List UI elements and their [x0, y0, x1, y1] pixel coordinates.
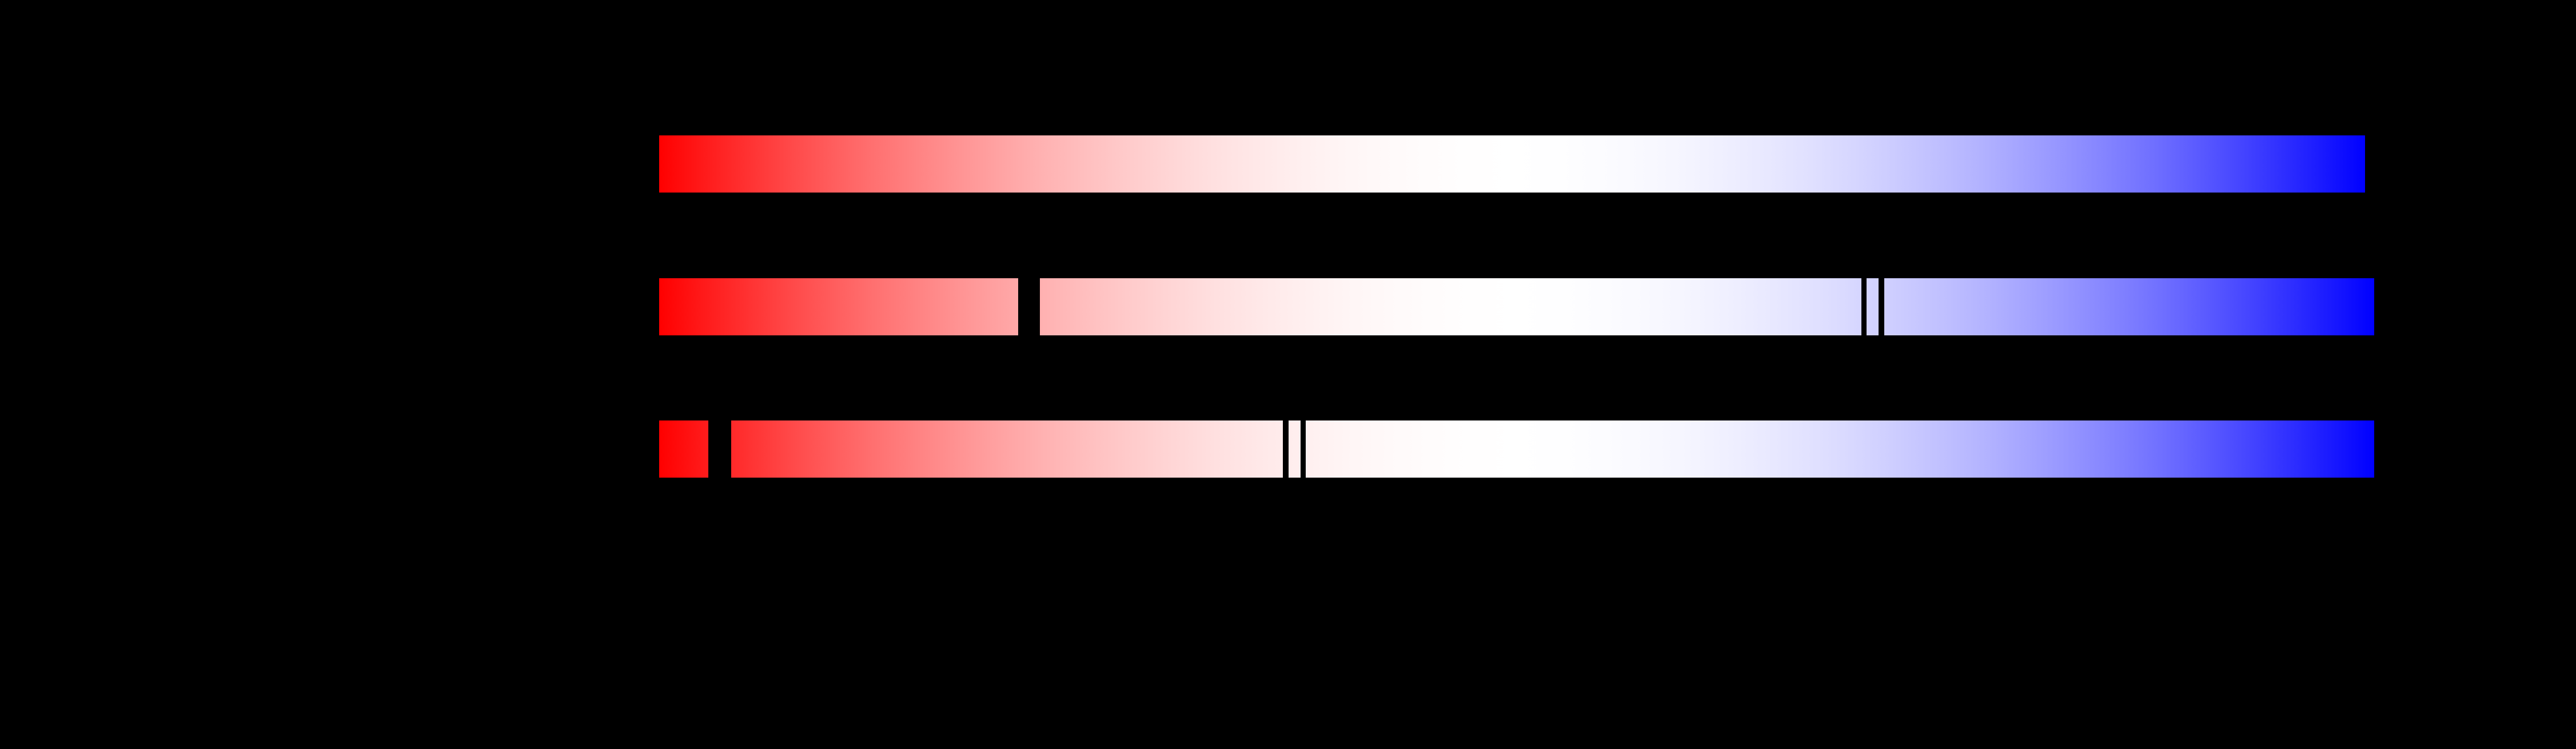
bar-gap	[1283, 420, 1289, 478]
bar-gap	[1018, 278, 1040, 335]
bar-gap	[1879, 278, 1884, 335]
bar-gap	[1861, 278, 1867, 335]
gradient-bar-1	[659, 135, 2365, 193]
bar-gap	[1301, 420, 1306, 478]
gradient-bar-2	[659, 278, 2374, 335]
bar-gap	[708, 420, 731, 478]
gradient-bar-3	[659, 420, 2374, 478]
